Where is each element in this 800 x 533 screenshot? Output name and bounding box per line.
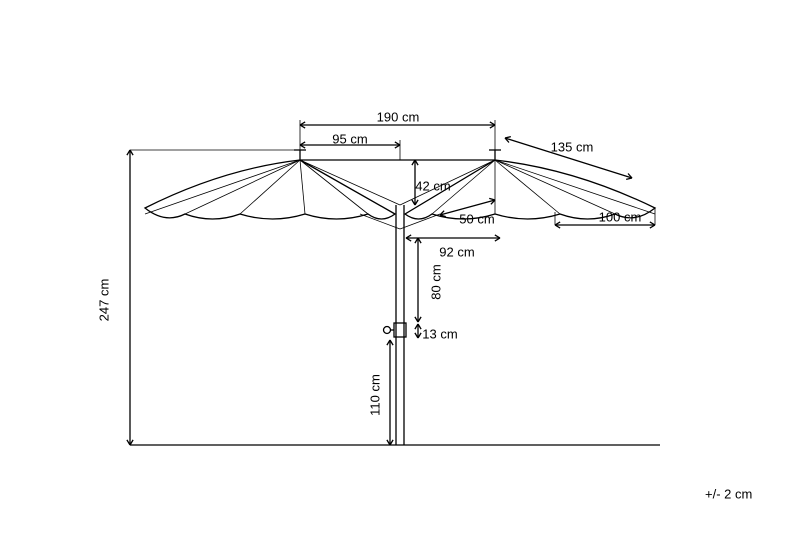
svg-text:110 cm: 110 cm <box>367 374 382 416</box>
svg-text:42 cm: 42 cm <box>415 178 450 193</box>
svg-text:135 cm: 135 cm <box>551 139 594 154</box>
svg-text:50 cm: 50 cm <box>459 211 494 226</box>
svg-text:95 cm: 95 cm <box>332 131 367 146</box>
svg-text:13 cm: 13 cm <box>422 326 457 341</box>
svg-text:80 cm: 80 cm <box>428 264 443 299</box>
svg-text:+/- 2 cm: +/- 2 cm <box>705 486 752 501</box>
svg-text:190 cm: 190 cm <box>377 109 420 124</box>
svg-text:92 cm: 92 cm <box>439 244 474 259</box>
svg-text:100 cm: 100 cm <box>599 209 642 224</box>
svg-text:247 cm: 247 cm <box>96 279 111 322</box>
